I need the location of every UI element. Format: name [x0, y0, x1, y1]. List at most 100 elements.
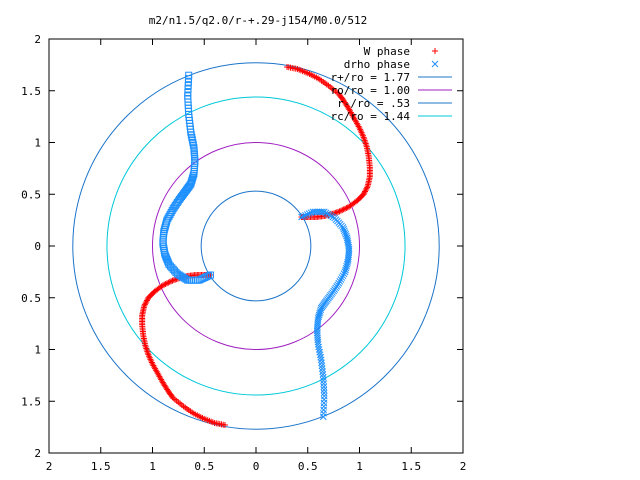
- phase-point: [364, 184, 371, 191]
- phase-point: [343, 262, 350, 270]
- phase-point: [342, 266, 349, 274]
- phase-point: [319, 413, 327, 421]
- legend-label: r-/ro = .53: [337, 97, 410, 110]
- phase-point: [159, 235, 167, 243]
- phase-point: [362, 140, 369, 147]
- y-tick-label: 1: [34, 344, 41, 357]
- y-tick-label: 0.5: [21, 188, 41, 201]
- phase-point: [305, 210, 313, 217]
- phase-point: [301, 211, 309, 219]
- phase-point: [143, 347, 150, 354]
- phase-point: [320, 380, 327, 388]
- x-tick-label: 1: [356, 460, 363, 473]
- phase-point: [337, 207, 344, 214]
- y-tick-label: 0: [34, 240, 41, 253]
- phase-point: [190, 150, 198, 158]
- phase-point: [160, 231, 168, 239]
- phase-point: [320, 377, 327, 384]
- phase-point: [336, 208, 343, 215]
- phase-point: [320, 386, 328, 394]
- phase-point: [316, 348, 324, 356]
- phase-point: [298, 213, 305, 221]
- legend-swatch: [431, 60, 439, 68]
- phase-points: [139, 63, 373, 429]
- phase-point: [338, 274, 346, 281]
- phase-point: [190, 148, 198, 156]
- phase-point: [162, 280, 169, 287]
- axis-ticks: 2 1.5 1 0.5 0 0.5 1 1.5 221.510.500.511.52: [21, 33, 466, 473]
- phase-point: [303, 211, 311, 218]
- phase-point: [340, 270, 348, 278]
- phase-point: [335, 208, 342, 215]
- phase-point: [159, 233, 167, 241]
- phase-point: [317, 356, 325, 364]
- x-tick-label: 2: [460, 460, 467, 473]
- phase-point: [363, 185, 370, 192]
- phase-point: [342, 205, 349, 212]
- phase-point: [185, 71, 193, 79]
- phase-point: [337, 276, 345, 283]
- phase-point: [319, 368, 326, 375]
- y-tick-label: 2: [34, 447, 41, 460]
- phase-point: [320, 383, 328, 391]
- y-tick-label: 1: [34, 137, 41, 150]
- phase-point: [315, 343, 322, 351]
- phase-point: [159, 282, 166, 289]
- phase-point: [344, 257, 352, 264]
- x-tick-label: 2: [46, 460, 53, 473]
- phase-point: [141, 303, 148, 310]
- legend-swatch: [432, 48, 438, 54]
- phase-point: [336, 278, 344, 285]
- x-tick-label: 1.5: [401, 460, 421, 473]
- phase-point: [342, 230, 350, 238]
- phase-point: [143, 298, 150, 305]
- phase-point: [159, 237, 167, 245]
- phase-point: [161, 281, 168, 288]
- legend-label: drho phase: [344, 58, 410, 71]
- phase-point: [362, 188, 369, 195]
- phase-point: [317, 353, 325, 361]
- phase-point: [364, 182, 371, 189]
- phase-point: [339, 272, 347, 280]
- phase-point: [319, 371, 327, 378]
- phase-point: [141, 301, 148, 308]
- radius-circle: [152, 142, 360, 350]
- x-tick-label: 1.5: [91, 460, 111, 473]
- phase-point: [190, 165, 198, 173]
- phase-point: [300, 212, 307, 220]
- y-tick-label: 2: [34, 33, 41, 46]
- phase-point: [142, 300, 149, 307]
- y-tick-label: 1.5: [21, 395, 41, 408]
- phase-point: [340, 206, 347, 213]
- phase-point: [346, 203, 353, 210]
- legend-label: r+/ro = 1.77: [331, 71, 410, 84]
- x-tick-label: 0.5: [194, 460, 214, 473]
- phase-point: [316, 351, 324, 359]
- y-tick-label: 0.5: [21, 292, 41, 305]
- phase-point: [343, 260, 351, 268]
- phase-point: [344, 259, 351, 266]
- phase-point: [165, 279, 172, 286]
- legend-label: ro/ro = 1.00: [331, 84, 410, 97]
- phase-point: [143, 345, 150, 352]
- phase-point: [320, 389, 328, 397]
- x-tick-label: 0.5: [298, 460, 318, 473]
- phase-point: [339, 207, 346, 214]
- legend-label: W phase: [364, 45, 410, 58]
- phase-point: [342, 264, 350, 272]
- phase-point: [341, 229, 349, 236]
- phase-point: [339, 224, 347, 231]
- phase-point: [168, 278, 175, 285]
- radius-circle: [106, 96, 406, 396]
- series-drho-phase-b: [159, 71, 214, 284]
- y-tick-label: 1.5: [21, 85, 41, 98]
- series-drho-phase-a: [298, 208, 353, 421]
- phase-point: [170, 277, 177, 284]
- phase-point: [314, 340, 322, 348]
- phase-point: [166, 278, 173, 285]
- x-tick-label: 1: [149, 460, 156, 473]
- phase-point: [341, 268, 349, 276]
- phase-point: [318, 362, 326, 370]
